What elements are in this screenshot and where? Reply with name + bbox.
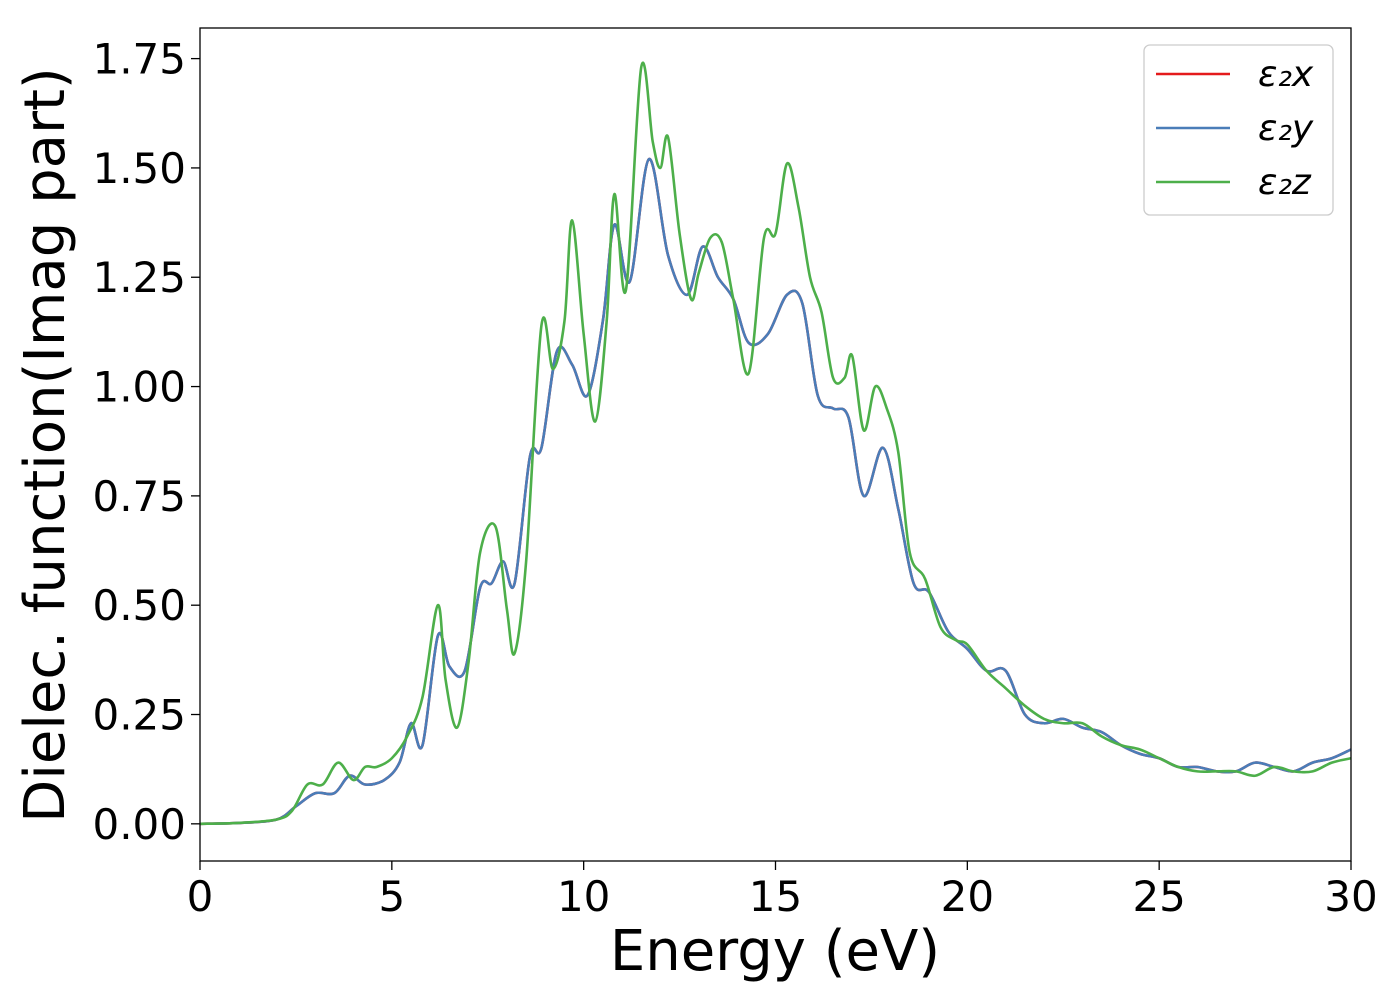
x-tick-label: 15	[749, 872, 802, 921]
x-axis-title: Energy (eV)	[610, 919, 940, 984]
series-layer	[199, 61, 1352, 826]
y-axis-title: Dielec. function(Imag part)	[13, 67, 78, 823]
series-line-e2x	[199, 157, 1352, 826]
series-line-e2y	[199, 157, 1352, 826]
x-tick-label: 30	[1324, 872, 1377, 921]
y-tick-label: 1.75	[92, 35, 186, 84]
x-tick-label: 5	[378, 872, 405, 921]
x-tick-label: 25	[1132, 872, 1185, 921]
x-tick-label: 10	[557, 872, 610, 921]
y-tick-label: 0.50	[92, 581, 186, 630]
y-tick-label: 1.25	[92, 253, 186, 302]
series-line-e2z	[199, 61, 1352, 826]
legend-label: ε₂y	[1258, 108, 1314, 149]
y-tick-label: 1.50	[92, 144, 186, 193]
legend-label: ε₂z	[1258, 162, 1312, 203]
legend-label: ε₂x	[1258, 54, 1314, 95]
legend-box	[1143, 44, 1334, 216]
y-tick-label: 1.00	[92, 363, 186, 412]
y-tick-label: 0.75	[92, 472, 186, 521]
legend: ε₂x ε₂y ε₂z	[1143, 44, 1334, 216]
y-tick-label: 0.00	[92, 800, 186, 849]
y-axis-ticks: 0.00 0.25 0.50 0.75 1.00 1.25 1.50 1.75	[92, 35, 200, 849]
x-tick-label: 0	[187, 872, 214, 921]
y-tick-label: 0.25	[92, 691, 186, 740]
x-axis-ticks: 0 5 10 15 20 25 30	[187, 861, 1378, 921]
x-tick-label: 20	[941, 872, 994, 921]
